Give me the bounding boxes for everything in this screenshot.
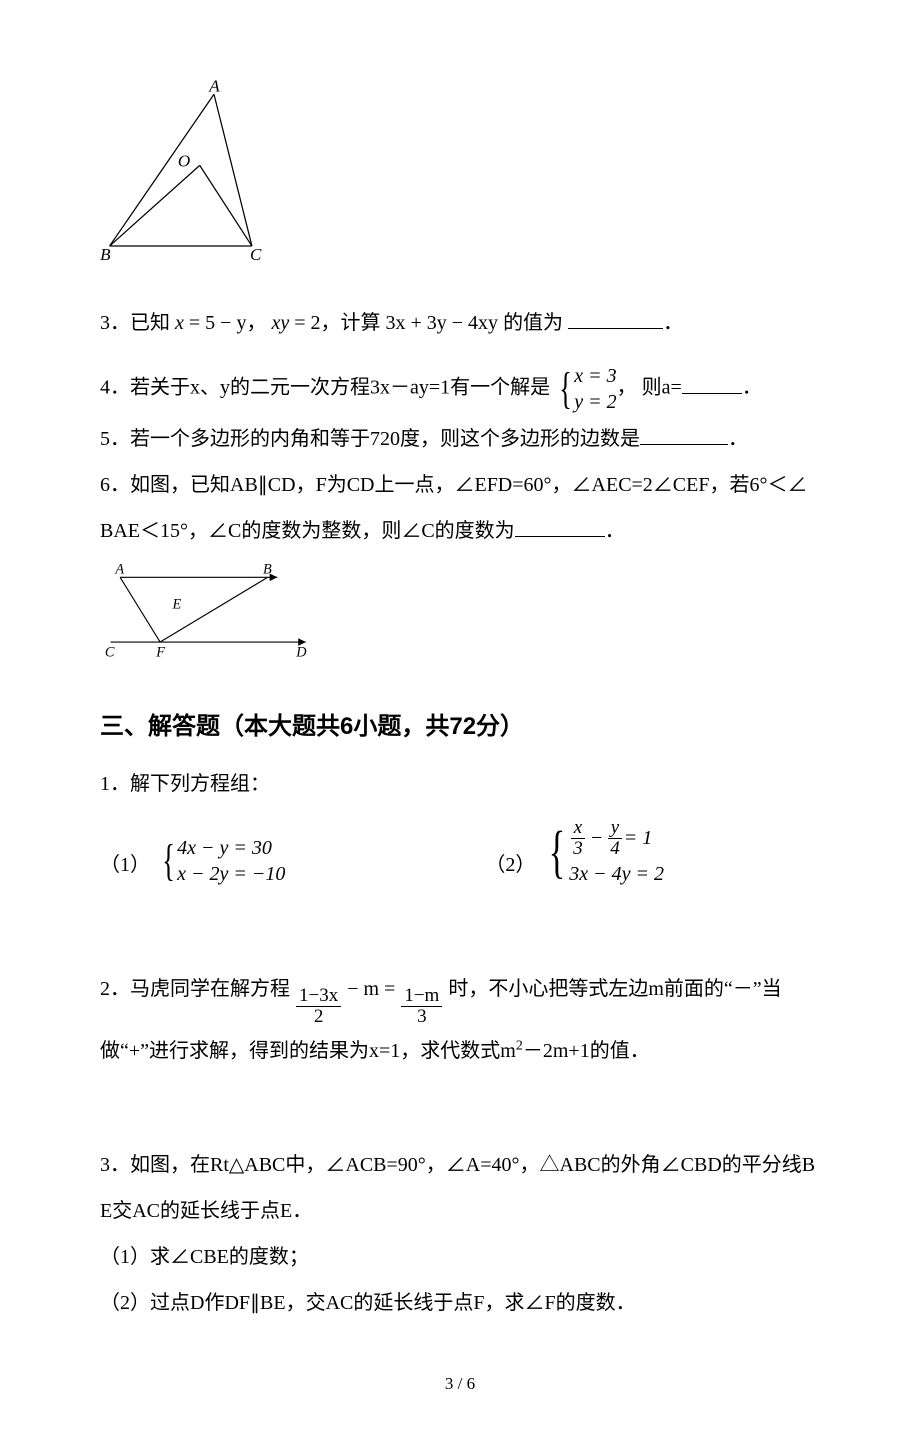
- svg-text:F: F: [155, 644, 165, 660]
- problem-3-line3: （1）求∠CBE的度数；: [100, 1235, 820, 1279]
- problem-1-text: 1．解下列方程组：: [100, 762, 820, 806]
- question-3: 3．已知 x = 5 − y， xy = 2，计算 3x + 3y − 4xy …: [100, 301, 820, 345]
- q6-blank: [515, 536, 605, 537]
- label-C: C: [250, 245, 262, 264]
- problem-1-col2: （2） { x3 − y4 = 1 3x − 4y = 2: [485, 818, 664, 887]
- q4-blank: [682, 393, 742, 394]
- question-6-line1: 6．如图，已知AB∥CD，F为CD上一点，∠EFD=60°，∠AEC=2∠CEF…: [100, 463, 820, 507]
- svg-text:B: B: [263, 563, 272, 577]
- problem-3-line2: E交AC的延长线于点E．: [100, 1189, 820, 1233]
- label-A: A: [208, 80, 220, 95]
- figure-abcd-ef: A B C F D E: [100, 563, 820, 679]
- q3-blank: [568, 328, 663, 329]
- q3-expr: 3x + 3y − 4xy: [386, 312, 499, 334]
- problem-1-systems: （1） { 4x − y = 30 x − 2y = −10 （2） { x3 …: [100, 818, 820, 887]
- question-6-line2: BAE＜15°，∠C的度数为整数，则∠C的度数为．: [100, 509, 820, 553]
- problem-3-line1: 3．如图，在Rt△ABC中，∠ACB=90°，∠A=40°，△ABC的外角∠CB…: [100, 1143, 820, 1187]
- q4-system: { x = 3 y = 2: [555, 363, 617, 415]
- problem-3-line4: （2）过点D作DF∥BE，交AC的延长线于点F，求∠F的度数．: [100, 1281, 820, 1325]
- page-footer: 3 / 6: [100, 1365, 820, 1402]
- q3-prefix: 3．已知: [100, 312, 170, 334]
- section-3-title: 三、解答题（本大题共6小题，共72分）: [100, 701, 820, 754]
- q5-blank: [640, 444, 728, 445]
- label-O: O: [178, 151, 190, 170]
- label-B: B: [100, 245, 111, 264]
- q3-eq1: x = 5 − y: [175, 312, 246, 334]
- q3-eq2: xy = 2: [271, 312, 320, 334]
- question-5: 5．若一个多边形的内角和等于720度，则这个多边形的边数是．: [100, 417, 820, 461]
- problem-1-col1: （1） { 4x − y = 30 x − 2y = −10: [100, 818, 285, 887]
- q4-prefix: 4．若关于x、y的二元一次方程3x－ay=1有一个解是: [100, 377, 550, 399]
- figure-triangle-aboc: A B C O: [100, 80, 820, 281]
- svg-text:D: D: [295, 644, 307, 660]
- question-4: 4．若关于x、y的二元一次方程3x－ay=1有一个解是 { x = 3 y = …: [100, 363, 820, 415]
- problem-2-line1: 2．马虎同学在解方程 1−3x2 − m = 1−m3 时，不小心把等式左边m前…: [100, 967, 820, 1027]
- svg-text:E: E: [172, 597, 182, 613]
- svg-text:A: A: [114, 563, 124, 577]
- svg-text:C: C: [105, 644, 115, 660]
- problem-2-line2: 做“+”进行求解，得到的结果为x=1，求代数式m2－2m+1的值．: [100, 1029, 820, 1073]
